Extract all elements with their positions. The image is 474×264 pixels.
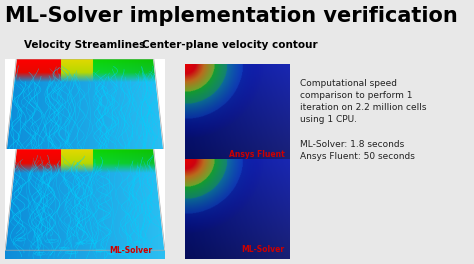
Polygon shape <box>5 59 16 160</box>
Text: Ansys Fluent: Ansys Fluent <box>229 150 285 159</box>
Text: ML-Solver: ML-Solver <box>242 245 285 254</box>
Polygon shape <box>154 149 165 250</box>
Text: Velocity Streamlines: Velocity Streamlines <box>24 40 146 50</box>
Text: Computational speed
comparison to perform 1
iteration on 2.2 million cells
using: Computational speed comparison to perfor… <box>300 79 427 161</box>
Text: Ansys Fluent: Ansys Fluent <box>96 155 152 164</box>
Polygon shape <box>154 59 165 160</box>
Polygon shape <box>5 149 16 250</box>
Text: Center-plane velocity contour: Center-plane velocity contour <box>142 40 318 50</box>
Text: ML-Solver implementation verification: ML-Solver implementation verification <box>5 6 458 26</box>
Text: ML-Solver: ML-Solver <box>109 246 152 254</box>
